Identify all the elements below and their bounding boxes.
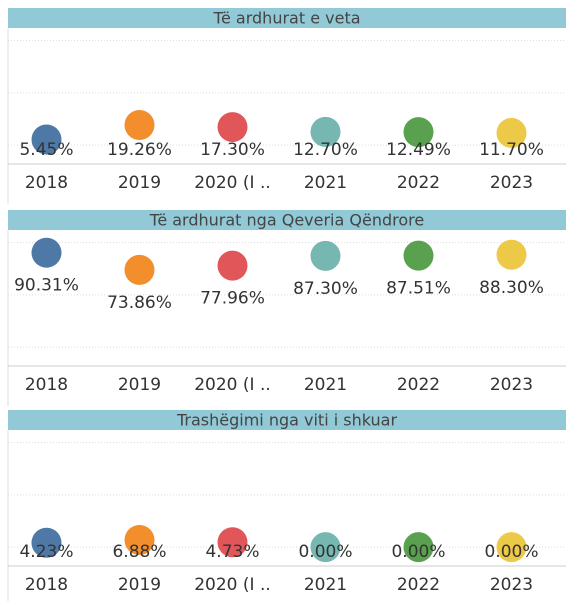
value-label: 19.26%: [107, 140, 172, 160]
x-tick-label: 2019: [118, 575, 161, 595]
dot: [217, 112, 248, 143]
x-tick-label: 2018: [25, 575, 68, 595]
x-tick-label: 2021: [304, 375, 347, 395]
dot: [310, 240, 341, 271]
dot: [496, 532, 527, 563]
panel-title: Të ardhurat nga Qeveria Qëndrore: [149, 211, 424, 230]
panel-title: Të ardhurat e veta: [212, 9, 360, 28]
value-label: 0.00%: [298, 542, 352, 562]
value-label: 87.30%: [293, 279, 358, 299]
dot: [496, 117, 527, 148]
x-tick-label: 2020 (I ..: [194, 173, 271, 193]
dot: [217, 250, 248, 281]
value-label: 77.96%: [200, 289, 265, 309]
value-label: 12.49%: [386, 140, 451, 160]
value-label: 4.73%: [205, 542, 259, 562]
value-label: 4.23%: [19, 542, 73, 562]
x-tick-label: 2022: [397, 375, 440, 395]
x-tick-label: 2020 (I ..: [194, 575, 271, 595]
dot: [124, 110, 155, 141]
x-tick-label: 2019: [118, 375, 161, 395]
dot: [124, 524, 155, 555]
dot: [31, 527, 62, 558]
x-tick-label: 2023: [490, 575, 533, 595]
value-label: 12.70%: [293, 140, 358, 160]
x-tick-label: 2022: [397, 575, 440, 595]
dot: [310, 116, 341, 147]
value-label: 11.70%: [479, 140, 544, 160]
dot: [403, 117, 434, 148]
value-label: 87.51%: [386, 279, 451, 299]
value-label: 0.00%: [391, 542, 445, 562]
x-tick-label: 2018: [25, 173, 68, 193]
dot: [496, 239, 527, 270]
panel-title: Trashëgimi nga viti i shkuar: [176, 411, 397, 430]
value-label: 17.30%: [200, 140, 265, 160]
x-tick-label: 2021: [304, 173, 347, 193]
x-tick-label: 2022: [397, 173, 440, 193]
panel-title-bar: [8, 410, 566, 430]
x-tick-label: 2018: [25, 375, 68, 395]
x-tick-label: 2023: [490, 173, 533, 193]
panel-title-bar: [8, 210, 566, 230]
x-tick-label: 2023: [490, 375, 533, 395]
value-label: 73.86%: [107, 293, 172, 313]
value-label: 6.88%: [112, 542, 166, 562]
panel-title-bar: [8, 8, 566, 28]
dot: [310, 532, 341, 563]
dot: [31, 237, 62, 268]
x-tick-label: 2020 (I ..: [194, 375, 271, 395]
dot: [217, 527, 248, 558]
value-label: 90.31%: [14, 276, 79, 296]
dot: [124, 254, 155, 285]
x-tick-label: 2021: [304, 575, 347, 595]
dot: [31, 124, 62, 155]
value-label: 0.00%: [484, 542, 538, 562]
value-label: 5.45%: [19, 140, 73, 160]
dot: [403, 240, 434, 271]
dot: [403, 532, 434, 563]
value-label: 88.30%: [479, 278, 544, 298]
x-tick-label: 2019: [118, 173, 161, 193]
